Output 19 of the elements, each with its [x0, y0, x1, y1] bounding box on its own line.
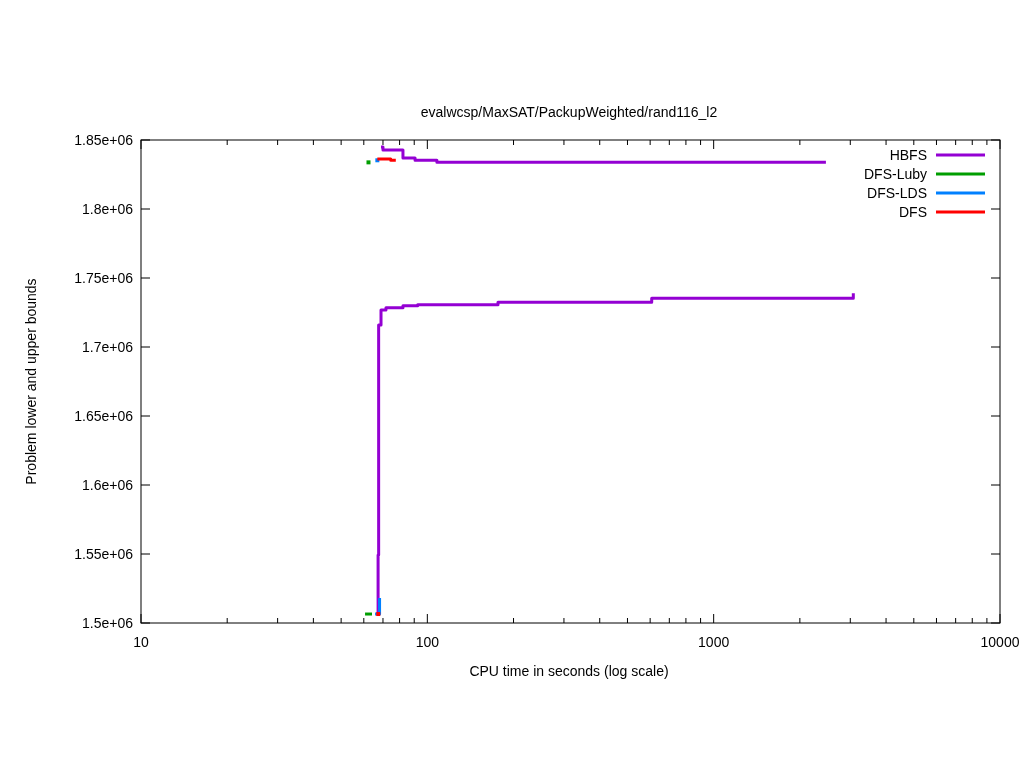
y-tick-label: 1.8e+06	[82, 201, 134, 217]
x-tick-label: 10000	[980, 634, 1020, 650]
x-tick-label: 100	[415, 634, 440, 650]
y-axis-title: Problem lower and upper bounds	[23, 278, 39, 485]
legend-label: HBFS	[889, 147, 927, 163]
x-tick-label: 10	[133, 634, 149, 650]
legend-label: DFS-LDS	[867, 185, 927, 201]
y-tick-label: 1.85e+06	[74, 132, 134, 148]
y-tick-label: 1.5e+06	[82, 615, 134, 631]
x-tick-label: 1000	[698, 634, 730, 650]
y-tick-label: 1.75e+06	[74, 270, 134, 286]
y-tick-label: 1.6e+06	[82, 477, 134, 493]
legend-label: DFS	[899, 204, 927, 220]
chart-title: evalwcsp/MaxSAT/PackupWeighted/rand116_l2	[420, 104, 718, 120]
y-tick-label: 1.65e+06	[74, 408, 134, 424]
y-tick-label: 1.7e+06	[82, 339, 134, 355]
legend-label: DFS-Luby	[863, 166, 927, 182]
x-axis-title: CPU time in seconds (log scale)	[469, 663, 669, 679]
y-tick-label: 1.55e+06	[74, 546, 134, 562]
